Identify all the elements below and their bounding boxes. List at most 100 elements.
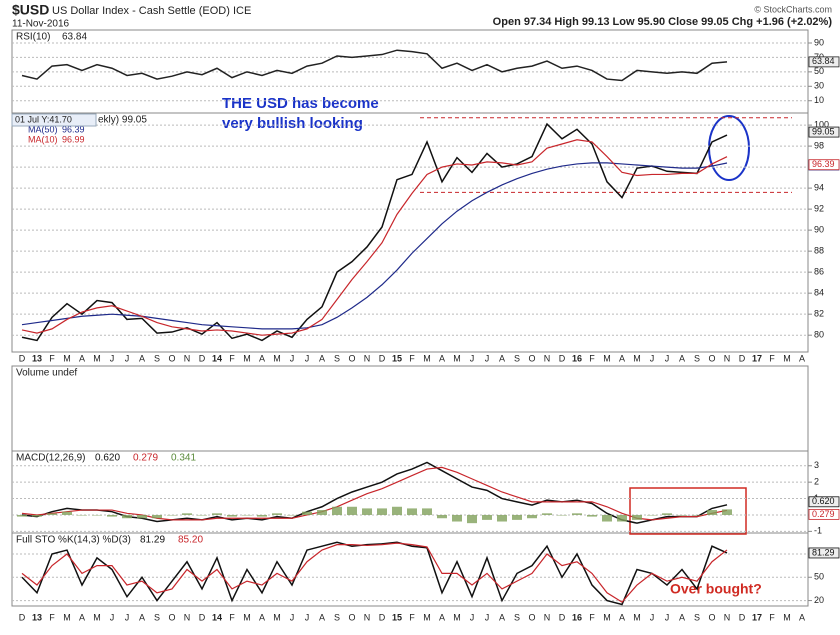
series-line: [21, 49, 728, 82]
x-tick-label: A: [139, 612, 145, 622]
value-tag: [808, 126, 840, 138]
histogram-bar: [77, 514, 87, 516]
x-tick-label: 14: [212, 612, 222, 622]
security-name: US Dollar Index - Cash Settle (EOD) ICE: [52, 5, 251, 17]
x-tick-label: J: [665, 612, 670, 622]
x-tick-label: M: [63, 353, 71, 363]
x-tick-label: M: [783, 353, 791, 363]
legend-entry: MA(10): [28, 134, 58, 144]
x-tick-label: F: [409, 612, 415, 622]
x-tick-label: J: [110, 353, 115, 363]
histogram-bar: [602, 514, 612, 522]
histogram-bar: [512, 514, 522, 520]
x-tick-label: A: [499, 612, 505, 622]
x-tick-label: 17: [752, 353, 762, 363]
histogram-bar: [107, 514, 117, 517]
histogram-bar: [527, 514, 537, 519]
histogram-bar: [242, 514, 252, 516]
x-tick-label: J: [125, 612, 130, 622]
x-tick-label: J: [125, 353, 130, 363]
histogram-bar: [347, 506, 357, 515]
x-tick-label: J: [485, 612, 490, 622]
histogram-bar: [257, 514, 267, 517]
x-tick-label: N: [724, 612, 731, 622]
series-line: [21, 122, 728, 342]
y-tick-label: 30: [814, 81, 824, 91]
x-tick-label: A: [799, 612, 805, 622]
histogram-bar: [407, 508, 417, 515]
x-tick-label: S: [334, 612, 340, 622]
histogram-bar: [197, 514, 207, 516]
x-tick-label: J: [650, 612, 655, 622]
y-tick-label: 10: [814, 95, 824, 105]
histogram-bar: [137, 514, 147, 519]
x-tick-label: F: [49, 612, 55, 622]
highlight-box: [629, 487, 747, 535]
x-tick-label: O: [708, 612, 715, 622]
x-tick-label: O: [528, 353, 535, 363]
histogram-bar: [497, 514, 507, 522]
series-line: [21, 542, 728, 603]
histogram-bar: [287, 514, 297, 516]
x-tick-label: A: [619, 612, 625, 622]
legend-value: 96.99: [62, 134, 85, 144]
value-tag-label: 81.29: [812, 547, 835, 557]
x-tick-label: M: [633, 353, 641, 363]
x-tick-label: M: [273, 353, 281, 363]
x-tick-label: J: [470, 612, 475, 622]
panel-title: ekly) 99.05: [98, 115, 147, 126]
x-tick-label: D: [379, 612, 386, 622]
x-tick-label: J: [290, 612, 295, 622]
x-tick-label: D: [559, 353, 566, 363]
histogram-bar: [557, 514, 567, 516]
x-tick-label: D: [19, 353, 26, 363]
histogram-bar: [632, 514, 642, 520]
x-tick-label: S: [334, 353, 340, 363]
x-tick-label: 17: [752, 612, 762, 622]
y-tick-label: 88: [814, 246, 824, 256]
x-tick-label: F: [229, 612, 235, 622]
x-tick-label: 13: [32, 612, 42, 622]
x-tick-label: D: [379, 353, 386, 363]
x-tick-label: A: [319, 353, 325, 363]
x-tick-label: S: [694, 353, 700, 363]
x-tick-label: O: [348, 612, 355, 622]
x-tick-label: S: [154, 353, 160, 363]
x-tick-label: M: [93, 612, 101, 622]
x-tick-label: 16: [572, 612, 582, 622]
histogram-bar: [437, 514, 447, 519]
histogram-bar: [212, 513, 222, 515]
x-tick-label: F: [589, 353, 595, 363]
x-tick-label: M: [243, 612, 251, 622]
x-tick-label: 15: [392, 612, 402, 622]
x-tick-label: M: [783, 612, 791, 622]
y-tick-label: 92: [814, 204, 824, 214]
value-tag: [808, 496, 840, 508]
y-tick-label: 84: [814, 288, 824, 298]
x-tick-label: J: [470, 353, 475, 363]
x-tick-label: 16: [572, 353, 582, 363]
x-tick-label: F: [409, 353, 415, 363]
y-tick-label: 100: [814, 119, 829, 129]
x-tick-label: D: [559, 612, 566, 622]
value-tag: [808, 547, 840, 559]
x-tick-label: 14: [212, 353, 222, 363]
x-tick-label: O: [528, 612, 535, 622]
y-tick-label: 94: [814, 182, 824, 192]
x-tick-label: M: [93, 353, 101, 363]
x-tick-label: M: [63, 612, 71, 622]
histogram-bar: [302, 511, 312, 515]
histogram-bar: [32, 514, 42, 517]
y-tick-label: -1: [814, 526, 822, 536]
x-tick-label: A: [319, 612, 325, 622]
x-tick-label: N: [364, 612, 371, 622]
x-tick-label: D: [19, 612, 26, 622]
x-tick-label: N: [184, 353, 191, 363]
x-tick-label: A: [79, 612, 85, 622]
x-tick-label: J: [110, 612, 115, 622]
x-tick-label: J: [290, 353, 295, 363]
x-tick-label: F: [49, 353, 55, 363]
y-tick-label: 98: [814, 140, 824, 150]
value-tag-label: 96.39: [812, 159, 835, 169]
